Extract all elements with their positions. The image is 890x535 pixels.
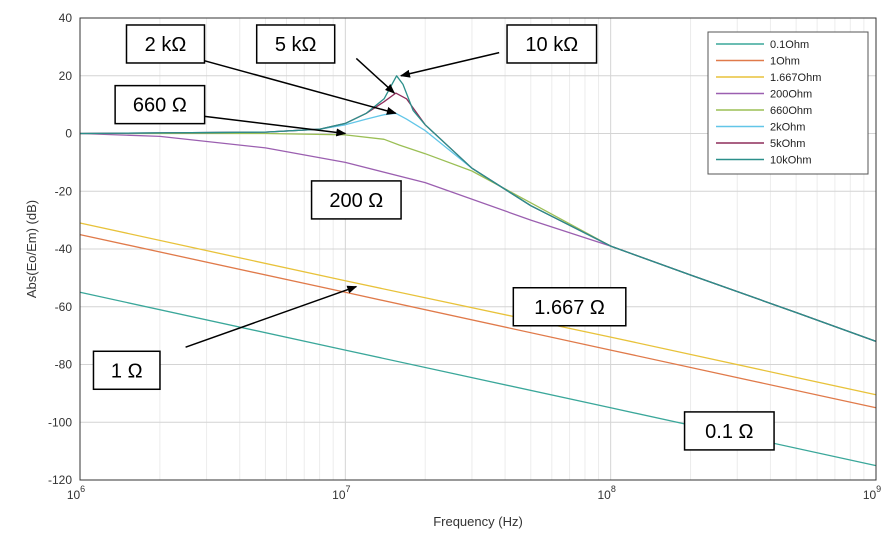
callout-label: 5 kΩ: [275, 34, 317, 56]
legend-entry: 0.1Ohm: [770, 39, 809, 51]
series-line: [79, 75, 877, 343]
legend-entry: 10kOhm: [770, 155, 812, 167]
y-tick-labels: 40 20 0 -20 -40 -60 -80 -100 -120: [48, 11, 72, 487]
callout-label: 1.667 Ω: [534, 297, 605, 319]
callout-box: [512, 287, 627, 327]
y-tick-label: -60: [55, 300, 73, 314]
callout-box: [506, 24, 598, 64]
legend-entry: 1Ohm: [770, 56, 800, 68]
callout-arrow: [202, 115, 347, 137]
legend: 0.1Ohm 1Ohm 1.667Ohm 200Ohm 660Ohm 2kOhm 5kOhm…: [707, 31, 869, 175]
callout-arrow: [399, 51, 500, 78]
callout-arrow: [185, 54, 397, 115]
callout-box: [125, 24, 206, 64]
legend-entry: 1.667Ohm: [770, 72, 821, 84]
y-tick-label: 40: [59, 11, 73, 25]
callout-label: 660 Ω: [133, 95, 187, 117]
series-line: [79, 233, 877, 409]
y-tick-label: -20: [55, 184, 73, 198]
callout-arrow: [355, 57, 396, 94]
callout-label: 200 Ω: [329, 190, 383, 212]
callout-box: [114, 84, 206, 125]
x-axis-title: Frequency (Hz): [433, 514, 523, 529]
legend-entry: 200Ohm: [770, 89, 812, 101]
legend-entry: 5kOhm: [770, 138, 805, 150]
series-lines: [79, 75, 877, 467]
x-tick-label: 108: [597, 484, 615, 502]
plot-frame: [79, 17, 877, 481]
callout-label: 1 Ω: [111, 360, 143, 382]
annotations: 2 kΩ 5 kΩ 10 kΩ 660 Ω 200 Ω 1.667 Ω 1 Ω 0.1 Ω: [92, 24, 775, 451]
callout-label: 2 kΩ: [145, 34, 187, 56]
callout-box: [255, 24, 336, 64]
y-tick-label: 20: [59, 69, 73, 83]
series-line: [79, 222, 877, 396]
x-tick-labels: 106 107 108 109: [67, 484, 881, 502]
callout-box: [310, 180, 402, 220]
y-axis-title: Abs(Eo/Em) (dB): [24, 200, 39, 298]
legend-entry: 660Ohm: [770, 105, 812, 117]
y-tick-label: -100: [48, 415, 72, 429]
legend-entry: 2kOhm: [770, 122, 805, 134]
callout-box: [683, 411, 775, 451]
callout-arrow: [185, 285, 358, 348]
x-tick-label: 106: [67, 484, 85, 502]
callout-box: [92, 350, 161, 391]
y-tick-label: -80: [55, 358, 73, 372]
legend-box: [707, 31, 869, 175]
y-tick-label: -120: [48, 473, 72, 487]
callout-label: 10 kΩ: [525, 34, 578, 56]
y-tick-label: 0: [65, 127, 72, 141]
x-tick-label: 109: [863, 484, 881, 502]
y-tick-label: -40: [55, 242, 73, 256]
callout-label: 0.1 Ω: [705, 421, 753, 443]
x-tick-label: 107: [332, 484, 350, 502]
